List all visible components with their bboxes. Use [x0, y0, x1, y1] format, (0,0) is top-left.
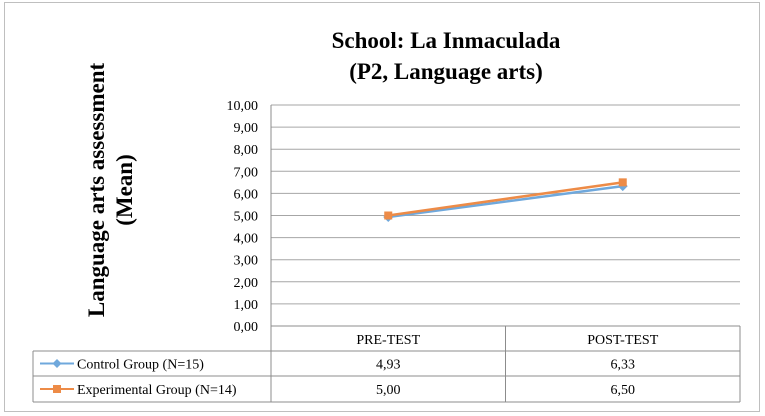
y-tick-label: 10,00 [227, 99, 259, 114]
data-point-square [618, 178, 627, 187]
legend-marker-square [53, 385, 61, 393]
legend-series-name: Control Group (N=15) [77, 358, 204, 373]
data-value-label: 4,93 [376, 358, 401, 373]
chart-title-line1: School: La Inmaculada [331, 28, 561, 53]
legend-series-name: Experimental Group (N=14) [77, 383, 237, 398]
y-tick-label: 4,00 [234, 232, 259, 247]
y-tick-label: 7,00 [234, 165, 259, 180]
data-value-label: 6,33 [611, 358, 636, 373]
y-tick-label: 1,00 [234, 298, 259, 313]
data-table: PRE-TEST POST-TEST Control Group (N=15) 4,9… [32, 325, 741, 403]
legend-marker-diamond [52, 359, 62, 368]
y-tick-label: 5,00 [234, 210, 259, 225]
y-tick-label: 0,00 [234, 320, 259, 335]
gridlines [270, 104, 740, 327]
y-tick-label: 6,00 [234, 187, 259, 202]
y-tick-labels: 0,00 1,00 2,00 3,00 4,00 5,00 6,00 7,00 8,00 9,00… [227, 99, 259, 335]
data-value-label: 5,00 [376, 383, 401, 398]
series-line [388, 184, 623, 219]
series-line [388, 181, 623, 217]
data-point-square [384, 211, 393, 220]
data-value-label: 6,50 [611, 383, 636, 398]
y-tick-label: 2,00 [234, 276, 259, 291]
category-label: POST-TEST [587, 333, 659, 348]
category-label: PRE-TEST [356, 333, 420, 348]
series-lines [383, 178, 628, 223]
y-tick-label: 3,00 [234, 254, 259, 269]
chart-frame [4, 2, 760, 412]
y-tick-label: 9,00 [234, 121, 259, 136]
y-tick-label: 8,00 [234, 143, 259, 158]
chart-title-line2: (P2, Language arts) [349, 59, 543, 84]
